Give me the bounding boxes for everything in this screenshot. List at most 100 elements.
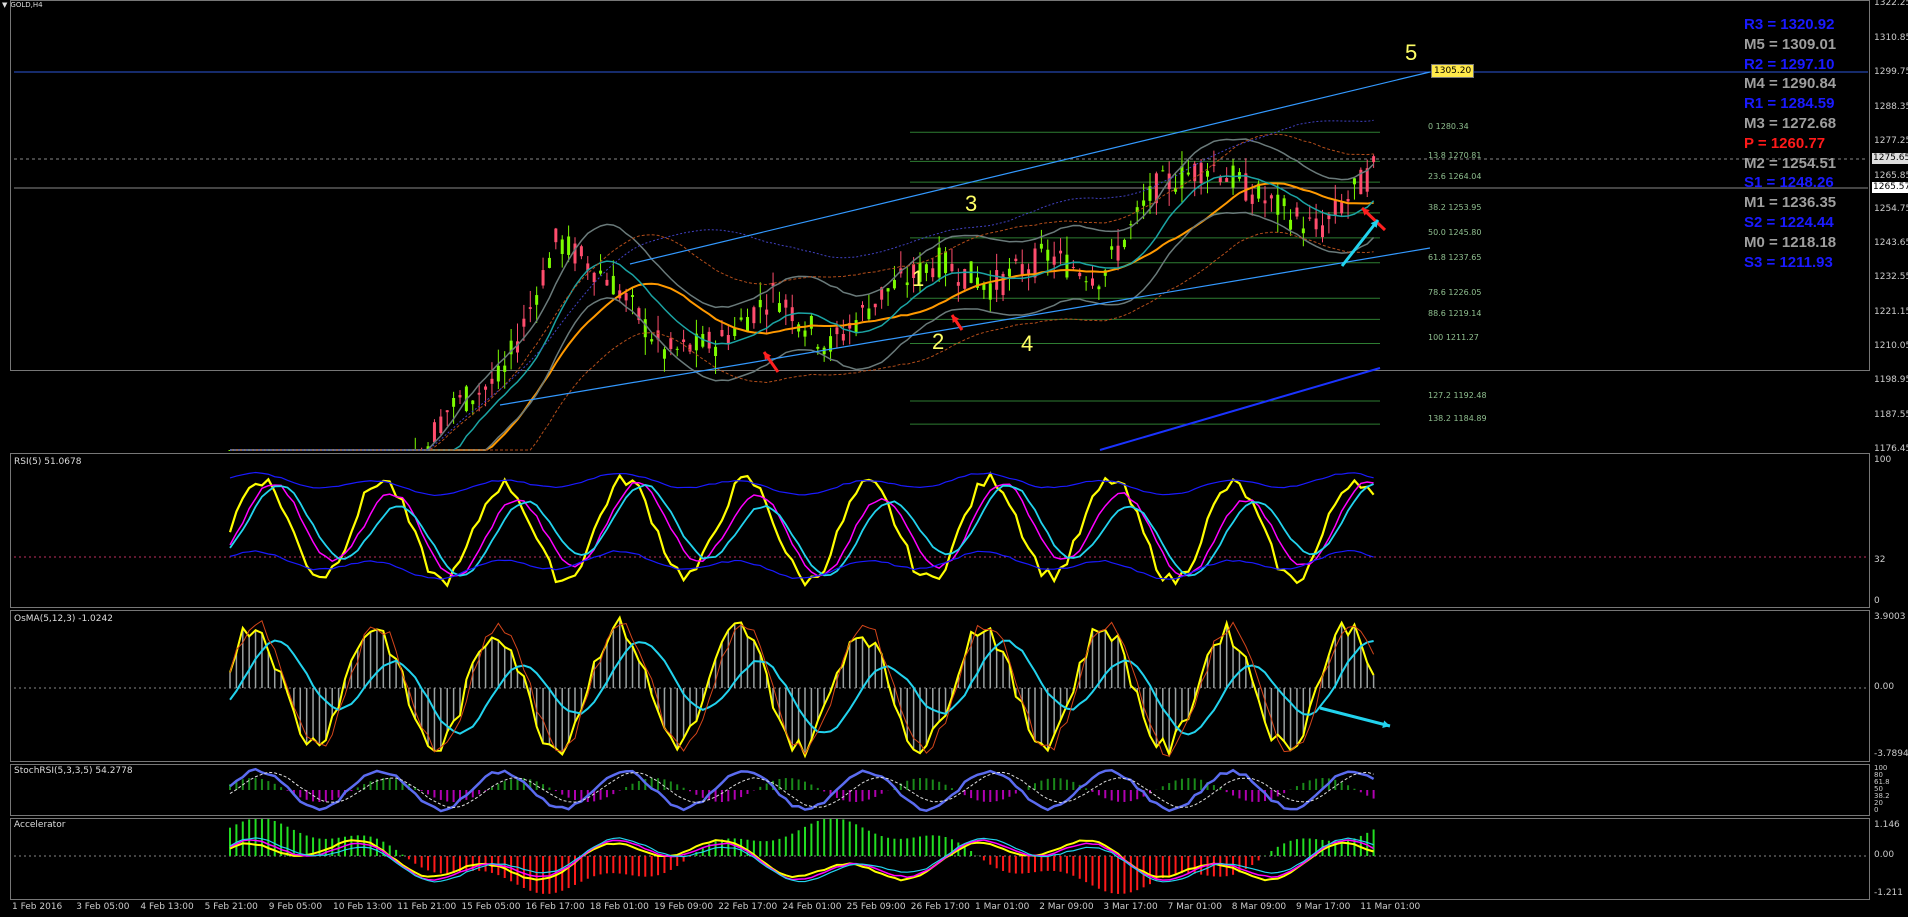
candle-body (1148, 186, 1152, 201)
price-scale[interactable]: 1322.25 1310.85 1299.75 1288.35 1277.25 1265.… (1872, 0, 1908, 454)
rsi-tick: 100 (1874, 455, 1892, 465)
candle-body (445, 410, 449, 413)
candle-body (918, 262, 922, 282)
candle-body (1301, 228, 1305, 234)
candle-body (822, 347, 826, 355)
fib-label: 127.2 1192.48 (1428, 390, 1487, 400)
fib-label: 23.6 1264.04 (1428, 172, 1482, 182)
accelerator-title: Accelerator (14, 820, 66, 830)
candle-body (1308, 217, 1312, 219)
stochrsi-tick: 0 (1874, 806, 1879, 814)
candle-body (567, 236, 571, 255)
candle-body (1046, 249, 1050, 261)
candle-body (976, 277, 979, 288)
accel-tick: 1.146 (1874, 820, 1900, 830)
candle-body (739, 317, 743, 320)
candle-body (1142, 200, 1146, 206)
price-tick: 1232.55 (1874, 272, 1908, 283)
candle-body (1212, 164, 1216, 166)
time-label: 26 Feb 17:00 (910, 902, 970, 912)
candle-body (1218, 176, 1222, 183)
candle-body (1001, 273, 1005, 296)
rsi-title: RSI(5) 51.0678 (14, 457, 82, 467)
candle-body (1020, 264, 1024, 276)
channel-parallel-line (1099, 367, 1381, 451)
candle-body (1154, 173, 1158, 204)
fib-label: 88.6 1219.14 (1428, 309, 1482, 319)
ma-teal-line (230, 175, 1375, 451)
candle-body (848, 322, 852, 329)
candle-body (1122, 239, 1126, 248)
candle-body (1365, 168, 1369, 192)
candle-body (905, 282, 909, 286)
wave-label-2: 2 (932, 329, 945, 354)
candle-body (605, 279, 609, 286)
time-label: 15 Feb 05:00 (461, 902, 521, 912)
pivot-label: M4 = 1290.84 (1744, 75, 1837, 93)
time-label: 9 Feb 05:00 (268, 902, 323, 912)
wave-label-3: 3 (965, 191, 978, 216)
candle-body (1372, 156, 1376, 163)
accel-line-yellow (229, 839, 1374, 882)
target-price-label: 1305.20 (1431, 64, 1475, 78)
fib-label: 13.8 1270.81 (1428, 151, 1482, 161)
candle-body (803, 330, 807, 337)
candle-body (720, 329, 724, 337)
candle-body (426, 446, 430, 450)
candle-body (650, 339, 654, 342)
fib-label: 100 1211.27 (1428, 333, 1479, 343)
osma-title: OsMA(5,12,3) -1.0242 (14, 614, 113, 624)
candle-body (471, 400, 475, 405)
candle-body (682, 339, 686, 343)
candle-body (579, 246, 583, 257)
candle-body (1135, 207, 1139, 213)
rsi-tick: 32 (1874, 555, 1886, 565)
candle-body (458, 395, 462, 398)
candle-body (771, 283, 775, 286)
candle-body (1027, 269, 1031, 274)
stochrsi-tick: 20 (1874, 799, 1883, 807)
candle-body (733, 327, 737, 336)
time-label: 1 Feb 2016 (12, 902, 63, 912)
rsi-signal-cyan (229, 483, 1374, 577)
pivot-label: S2 = 1224.44 (1744, 214, 1834, 231)
fib-label: 138.2 1184.89 (1428, 414, 1487, 424)
accel-tick: 0.00 (1874, 850, 1895, 860)
symbol-title[interactable]: ▼ GOLD,H4 (2, 1, 43, 9)
candle-body (1103, 270, 1107, 276)
candle-body (541, 270, 545, 286)
red-arrow-head (1362, 208, 1370, 216)
candle-body (586, 263, 590, 271)
candle-body (611, 275, 615, 295)
candle-body (956, 282, 960, 286)
candle-body (1340, 202, 1344, 214)
dropdown-triangle-icon[interactable]: ▼ (2, 1, 8, 9)
candle-body (714, 346, 718, 357)
candle-body (746, 317, 749, 332)
pivot-label: M3 = 1272.68 (1744, 115, 1837, 132)
osma-signal-red (229, 619, 1375, 757)
rsi-signal-magenta (229, 481, 1374, 577)
time-label: 19 Feb 09:00 (654, 902, 714, 912)
price-tick: 1176.45 (1874, 444, 1908, 454)
stochrsi-tick: 38.2 (1874, 792, 1890, 800)
current-price-tag: 1265.57 (1872, 182, 1908, 193)
candle-body (1289, 219, 1293, 230)
candle-body (484, 386, 488, 390)
time-label: 1 Mar 01:00 (975, 902, 1030, 912)
candle-body (477, 392, 481, 395)
time-label: 4 Feb 13:00 (140, 902, 194, 912)
candle-body (1257, 183, 1261, 199)
candle-body (937, 247, 941, 278)
candle-body (554, 228, 558, 243)
stochrsi-line (229, 767, 1375, 813)
candle-body (758, 299, 762, 308)
pivot-label: M1 = 1236.35 (1744, 194, 1837, 212)
candle-body (1269, 195, 1273, 199)
time-axis[interactable]: 1 Feb 2016 3 Feb 05:00 4 Feb 13:00 5 Feb 21… (0, 900, 1908, 917)
candle-body (1206, 170, 1209, 177)
candle-body (509, 340, 513, 355)
pivot-label: R1 = 1284.59 (1744, 95, 1835, 113)
red-arrow-head (952, 315, 960, 323)
